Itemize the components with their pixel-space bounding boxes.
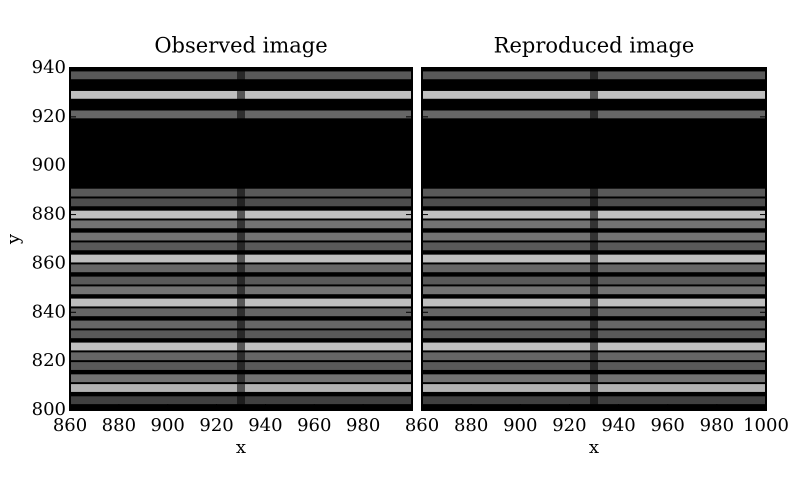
- y-tick-label: 900: [32, 155, 66, 176]
- x-tick-label: 920: [199, 415, 233, 436]
- y-tick-label: 940: [32, 57, 66, 78]
- x-tick-label: 1000: [743, 415, 789, 436]
- dark-column: [590, 68, 598, 410]
- x-tick-label: 860: [405, 415, 439, 436]
- chart-title: Observed image: [154, 34, 327, 58]
- plot-frame: [421, 67, 767, 411]
- x-axis-label: x: [589, 437, 599, 458]
- plot-frame: [69, 67, 413, 411]
- chart-title: Reproduced image: [494, 34, 695, 58]
- x-tick-label: 980: [700, 415, 734, 436]
- x-tick-label: 880: [102, 415, 136, 436]
- x-tick-label: 900: [151, 415, 185, 436]
- y-tick-label: 920: [32, 106, 66, 127]
- x-tick-label: 940: [601, 415, 635, 436]
- x-tick-label: 860: [53, 415, 87, 436]
- y-tick-label: 860: [32, 252, 66, 273]
- y-tick-label: 800: [32, 399, 66, 420]
- y-tick-label: 880: [32, 204, 66, 225]
- x-tick-label: 900: [503, 415, 537, 436]
- y-tick-label: 840: [32, 301, 66, 322]
- x-axis-label: x: [236, 437, 246, 458]
- dark-column: [237, 68, 245, 410]
- x-tick-label: 960: [297, 415, 331, 436]
- x-tick-label: 920: [552, 415, 586, 436]
- x-tick-label: 980: [346, 415, 380, 436]
- y-axis-label: y: [3, 233, 24, 245]
- x-tick-label: 880: [454, 415, 488, 436]
- y-tick-label: 820: [32, 350, 66, 371]
- x-tick-label: 960: [651, 415, 685, 436]
- x-tick-label: 940: [248, 415, 282, 436]
